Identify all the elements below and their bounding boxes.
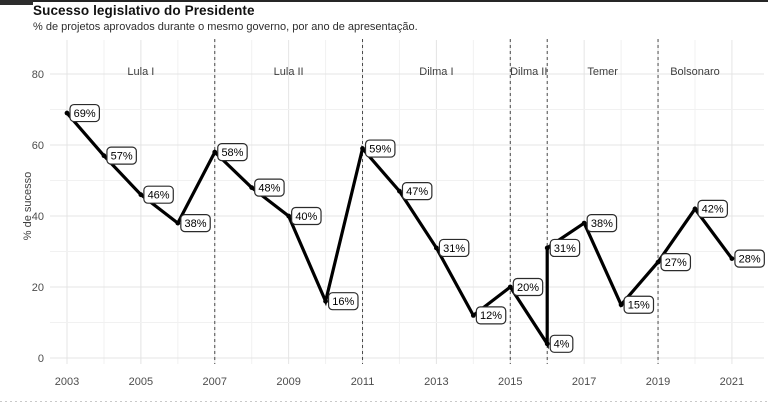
data-label: 28%	[739, 253, 761, 265]
data-label-box	[512, 277, 544, 297]
data-label: 15%	[628, 300, 650, 312]
term-label: Temer	[587, 66, 618, 78]
data-label-box	[106, 146, 137, 165]
x-tick-label: 2015	[498, 376, 522, 388]
data-point	[581, 220, 587, 226]
data-label-box	[734, 249, 765, 268]
y-tick-label: 0	[38, 353, 44, 365]
data-label-box	[697, 199, 728, 218]
data-label: 38%	[591, 218, 613, 230]
data-point	[729, 256, 735, 261]
term-label: Bolsonaro	[670, 66, 720, 78]
data-label-box	[143, 185, 174, 204]
data-label-box	[327, 292, 359, 311]
top-border	[0, 0, 768, 2]
data-point	[175, 220, 181, 226]
data-label: 46%	[148, 190, 170, 202]
data-point	[249, 185, 255, 191]
term-label: Lula II	[274, 66, 304, 78]
data-point	[360, 146, 365, 151]
data-point	[434, 245, 439, 251]
data-point	[212, 149, 218, 155]
data-label-box	[217, 143, 248, 162]
chart-subtitle: % de projetos aprovados durante o mesmo …	[33, 21, 418, 33]
data-label: 42%	[702, 204, 724, 216]
term-label: Dilma II	[510, 66, 547, 78]
data-label: 40%	[295, 211, 317, 223]
data-point	[544, 341, 550, 347]
data-point	[64, 110, 70, 116]
data-label: 12%	[480, 310, 502, 322]
data-label-box	[254, 178, 285, 197]
data-point	[101, 153, 107, 159]
data-label-box	[364, 139, 396, 158]
data-point	[655, 259, 661, 265]
data-label-box	[549, 238, 581, 258]
data-label: 57%	[111, 150, 133, 162]
x-tick-label: 2017	[572, 376, 596, 388]
x-tick-label: 2003	[55, 376, 79, 388]
data-label: 38%	[185, 218, 207, 230]
x-tick-label: 2007	[203, 376, 227, 388]
y-tick-label: 40	[32, 211, 44, 223]
data-point	[470, 313, 476, 318]
data-label: 27%	[665, 257, 687, 269]
data-label-box	[549, 334, 574, 353]
chart-title: Sucesso legislativo do Presidente	[33, 3, 255, 18]
data-label-box	[69, 103, 100, 123]
data-point	[618, 302, 624, 308]
term-label: Dilma I	[419, 66, 453, 78]
y-tick-label: 60	[32, 140, 44, 152]
data-label: 4%	[554, 339, 570, 351]
data-point	[286, 213, 292, 219]
x-tick-label: 2019	[646, 376, 670, 388]
x-tick-label: 2013	[424, 376, 448, 388]
data-label: 16%	[332, 296, 354, 308]
data-label: 31%	[443, 243, 465, 255]
data-label: 31%	[554, 243, 576, 255]
y-axis-title: % de sucesso	[22, 172, 34, 240]
data-point	[692, 206, 698, 212]
data-point	[138, 192, 144, 198]
data-label-box	[623, 295, 655, 314]
data-label-box	[291, 206, 322, 226]
data-label-box	[401, 182, 433, 201]
data-point	[397, 188, 402, 194]
data-label: 48%	[258, 182, 280, 194]
data-point	[544, 245, 550, 251]
top-border-tab	[0, 0, 33, 5]
data-label: 47%	[406, 186, 428, 198]
data-label-box	[475, 306, 507, 325]
data-label-box	[438, 238, 470, 258]
data-label: 58%	[221, 147, 243, 159]
term-label: Lula I	[127, 66, 154, 78]
x-tick-label: 2021	[720, 376, 744, 388]
y-tick-label: 80	[32, 69, 44, 81]
x-tick-label: 2011	[351, 376, 375, 388]
data-label-box	[660, 253, 692, 272]
data-point	[323, 298, 328, 304]
data-line	[65, 112, 734, 350]
data-point	[507, 284, 513, 290]
data-label: 20%	[517, 282, 539, 294]
data-label-box	[180, 214, 211, 233]
y-tick-label: 20	[32, 282, 44, 294]
x-tick-label: 2005	[129, 376, 153, 388]
data-label-box	[586, 214, 618, 233]
data-label: 59%	[369, 143, 391, 155]
x-tick-label: 2009	[276, 376, 300, 388]
data-label: 69%	[74, 108, 96, 120]
